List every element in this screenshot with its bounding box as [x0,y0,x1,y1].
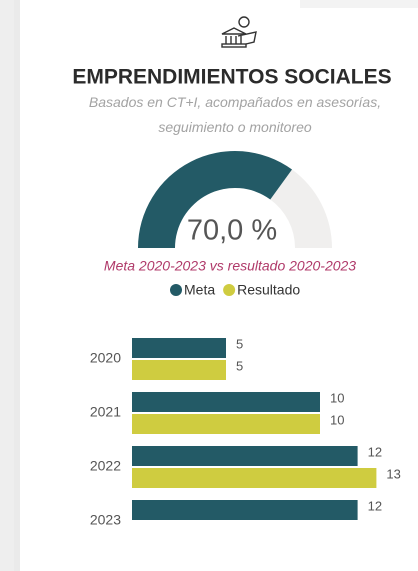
bar [132,392,320,412]
y-tick-label: 2023 [90,512,121,528]
data-label: 13 [386,466,400,481]
bar [132,338,226,358]
card-shadow [14,0,20,571]
data-label: 10 [330,390,344,405]
bar [132,446,358,466]
bar [132,360,226,380]
legend-swatch [223,284,236,296]
bar [132,414,320,434]
data-label: 12 [368,444,382,459]
data-label: 12 [368,498,382,513]
y-tick-label: 2021 [90,404,121,420]
bar [132,500,358,520]
legend-swatch [170,284,182,296]
data-label: 5 [236,358,243,373]
top-strip [300,0,418,8]
gauge-value-label: 70,0 % [187,215,277,247]
side-strip [0,0,14,571]
card-title: EMPRENDIMIENTOS SOCIALES [72,66,391,89]
y-tick-label: 2022 [90,458,121,474]
legend-label: Resultado [237,282,300,298]
y-tick-label: 2020 [90,350,121,366]
data-label: 5 [236,336,243,351]
legend-label: Meta [184,282,215,298]
gauge-fill [138,151,293,248]
data-label: 10 [330,412,344,427]
bar [132,468,377,488]
gauge-track [270,169,332,248]
bar-chart-title: Meta 2020-2023 vs resultado 2020-2023 [104,258,356,274]
icon [221,16,257,48]
card-subtitle: Basados en CT+I, acompañados en asesoría… [88,94,382,135]
